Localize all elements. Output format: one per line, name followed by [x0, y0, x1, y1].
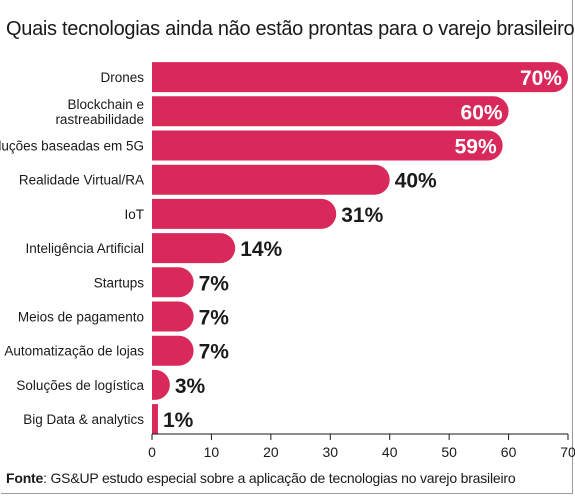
- bar: [152, 335, 194, 366]
- category-label: rastreabilidade: [55, 112, 144, 127]
- value-label: 3%: [175, 375, 206, 398]
- category-label: IoT: [124, 207, 144, 222]
- category-label: Realidade Virtual/RA: [19, 173, 144, 188]
- bar: [152, 96, 509, 127]
- x-tick-label: 60: [501, 444, 517, 460]
- category-label: Drones: [100, 70, 144, 85]
- x-tick-label: 40: [382, 444, 398, 460]
- bar: [152, 164, 390, 195]
- x-tick-label: 10: [204, 444, 220, 460]
- category-label: Soluções baseadas em 5G: [0, 139, 144, 154]
- bar: [152, 404, 158, 435]
- bar: [152, 130, 503, 161]
- value-label: 31%: [341, 204, 383, 227]
- x-tick-label: 0: [148, 444, 156, 460]
- source-note: Fonte: GS&UP estudo especial sobre a apl…: [6, 470, 516, 486]
- value-label: 40%: [395, 170, 437, 193]
- chart-title: Quais tecnologias ainda não estão pronta…: [6, 18, 575, 40]
- bar: [152, 267, 194, 298]
- category-label: Big Data & analytics: [23, 412, 144, 427]
- source-label: Fonte: [6, 470, 44, 486]
- category-label: Startups: [94, 275, 145, 290]
- bar: [152, 62, 568, 93]
- source-text: : GS&UP estudo especial sobre a aplicaçã…: [43, 470, 516, 486]
- value-label: 7%: [199, 341, 230, 364]
- x-tick-label: 30: [322, 444, 338, 460]
- category-label: Blockchain e: [67, 97, 144, 112]
- bar: [152, 369, 170, 400]
- category-label: Inteligência Artificial: [25, 241, 144, 256]
- x-tick-label: 20: [263, 444, 279, 460]
- x-tick-label: 50: [441, 444, 457, 460]
- category-label: Automatização de lojas: [4, 344, 144, 359]
- value-label: 60%: [461, 101, 503, 124]
- value-label: 7%: [199, 272, 230, 295]
- value-label: 7%: [199, 307, 230, 330]
- bar: [152, 198, 337, 229]
- value-label: 59%: [455, 136, 497, 159]
- value-label: 70%: [520, 67, 562, 90]
- value-label: 14%: [240, 238, 282, 261]
- x-tick-label: 70: [560, 444, 575, 460]
- category-label: Soluções de logística: [16, 378, 144, 393]
- bar: [152, 233, 236, 264]
- bar: [152, 301, 194, 332]
- value-label: 1%: [163, 409, 194, 432]
- category-label: Meios de pagamento: [18, 310, 144, 325]
